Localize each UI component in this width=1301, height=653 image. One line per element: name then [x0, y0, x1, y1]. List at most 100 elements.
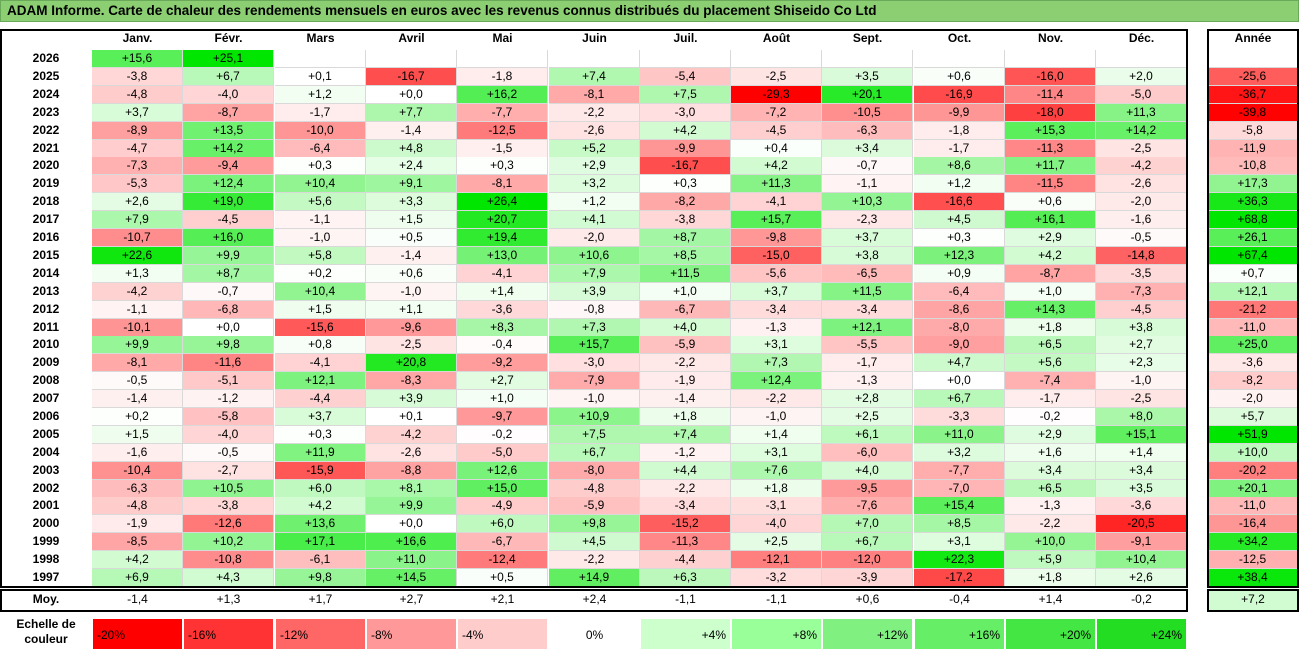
heatmap-cell: +2,5 [731, 533, 822, 551]
heatmap-cell: -4,0 [183, 426, 274, 444]
heatmap-cell: +2,9 [1005, 426, 1096, 444]
annual-cell: -25,6 [1208, 68, 1298, 86]
heatmap-cell: +4,0 [640, 319, 731, 337]
heatmap-cell: -20,5 [1096, 515, 1187, 533]
heatmap-cell: +7,0 [822, 515, 913, 533]
heatmap-cell: +15,4 [914, 497, 1005, 515]
heatmap-cell: +0,6 [914, 68, 1005, 86]
heatmap-cell: -4,1 [731, 193, 822, 211]
annual-cell: +51,9 [1208, 426, 1298, 444]
heatmap-cell: +7,4 [549, 68, 640, 86]
heatmap-cell: +2,4 [366, 157, 457, 175]
heatmap-cell: +2,3 [1096, 354, 1187, 372]
year-label: 2016 [32, 230, 60, 244]
heatmap-cell: -2,0 [549, 229, 640, 247]
heatmap-cell: -4,9 [457, 497, 548, 515]
heatmap-cell: -0,5 [183, 444, 274, 462]
heatmap-cell: -6,3 [822, 122, 913, 140]
heatmap-cell: +1,8 [640, 408, 731, 426]
heatmap-cell: +0,0 [366, 86, 457, 104]
heatmap-cell: -2,2 [549, 104, 640, 122]
heatmap-cell: -8,8 [366, 462, 457, 480]
heatmap-cell: +11,3 [1096, 104, 1187, 122]
heatmap-cell: -3,3 [914, 408, 1005, 426]
heatmap-cell: -3,8 [92, 68, 183, 86]
heatmap-cell: -7,2 [731, 104, 822, 122]
year-total-header: Année [1208, 30, 1298, 48]
heatmap-cell: +14,2 [1096, 122, 1187, 140]
year-label: 2007 [32, 391, 60, 405]
heatmap-cell: -9,0 [914, 336, 1005, 354]
heatmap-cell: +4,5 [549, 533, 640, 551]
heatmap-cell: +5,8 [275, 247, 366, 265]
heatmap-cell: -1,2 [640, 444, 731, 462]
heatmap-cell: +7,9 [92, 211, 183, 229]
heatmap-cell: +0,0 [183, 319, 274, 337]
annual-cell: +17,3 [1208, 175, 1298, 193]
legend-swatch: -12% [275, 618, 366, 650]
heatmap-cell: -0,2 [457, 426, 548, 444]
heatmap-cell: -2,6 [549, 122, 640, 140]
heatmap-cell: +22,3 [914, 551, 1005, 569]
heatmap-cell: +11,0 [914, 426, 1005, 444]
heatmap-cell [1096, 50, 1187, 68]
heatmap-cell: +13,0 [457, 247, 548, 265]
heatmap-cell: -9,9 [640, 140, 731, 158]
month-header: Déc. [1096, 30, 1187, 48]
heatmap-cell: +12,6 [457, 462, 548, 480]
heatmap-cell: +12,4 [183, 175, 274, 193]
heatmap-cell: -5,9 [640, 336, 731, 354]
heatmap-cell: +19,4 [457, 229, 548, 247]
heatmap-cell: -9,6 [366, 319, 457, 337]
year-label: 2017 [32, 212, 60, 226]
heatmap-cell: +10,5 [183, 480, 274, 498]
heatmap-cell: +4,2 [1005, 247, 1096, 265]
heatmap-cell: +16,6 [366, 533, 457, 551]
year-label: 2024 [32, 87, 60, 101]
heatmap-cell: +20,7 [457, 211, 548, 229]
heatmap-cell: -4,8 [92, 497, 183, 515]
month-header: Juil. [640, 30, 731, 48]
heatmap-cell: -0,8 [549, 301, 640, 319]
heatmap-cell: +3,7 [275, 408, 366, 426]
heatmap-cell: -1,9 [640, 372, 731, 390]
heatmap-cell: -2,0 [1096, 193, 1187, 211]
heatmap-cell: -2,6 [366, 444, 457, 462]
heatmap-cell: -2,5 [1096, 390, 1187, 408]
heatmap-cell: -7,9 [549, 372, 640, 390]
legend-swatch: -16% [183, 618, 274, 650]
heatmap-cell: -12,5 [457, 122, 548, 140]
heatmap-cell: +4,4 [640, 462, 731, 480]
annual-cell: +68,8 [1208, 211, 1298, 229]
heatmap-cell: -1,0 [275, 229, 366, 247]
heatmap-cell: +2,0 [1096, 68, 1187, 86]
heatmap-cell: +6,7 [549, 444, 640, 462]
heatmap-cell: -8,1 [457, 175, 548, 193]
heatmap-cell: +1,2 [549, 193, 640, 211]
heatmap-cell: -3,1 [731, 497, 822, 515]
heatmap-cell: +7,7 [366, 104, 457, 122]
heatmap-cell: +5,2 [549, 140, 640, 158]
heatmap-cell: -1,2 [183, 390, 274, 408]
heatmap-cell: -4,1 [275, 354, 366, 372]
heatmap-cell: +3,7 [92, 104, 183, 122]
heatmap-cell: +1,5 [275, 301, 366, 319]
average-cell: -1,1 [640, 590, 731, 610]
annual-cell: -11,9 [1208, 140, 1298, 158]
legend-swatch: +24% [1096, 618, 1187, 650]
heatmap-cell: -7,3 [1096, 283, 1187, 301]
heatmap-cell: +0,5 [457, 569, 548, 587]
heatmap-cell: +4,2 [640, 122, 731, 140]
heatmap-cell: -8,1 [549, 86, 640, 104]
heatmap-cell: +15,1 [1096, 426, 1187, 444]
heatmap-cell: +6,1 [822, 426, 913, 444]
heatmap-cell: -16,0 [1005, 68, 1096, 86]
annual-cell: -2,0 [1208, 390, 1298, 408]
heatmap-cell: -2,5 [366, 336, 457, 354]
heatmap-cell: +7,5 [549, 426, 640, 444]
heatmap-cell: -6,0 [822, 444, 913, 462]
heatmap-cell: +15,7 [549, 336, 640, 354]
heatmap-cell: -16,6 [914, 193, 1005, 211]
heatmap-cell: -12,1 [731, 551, 822, 569]
heatmap-cell: +3,7 [822, 229, 913, 247]
